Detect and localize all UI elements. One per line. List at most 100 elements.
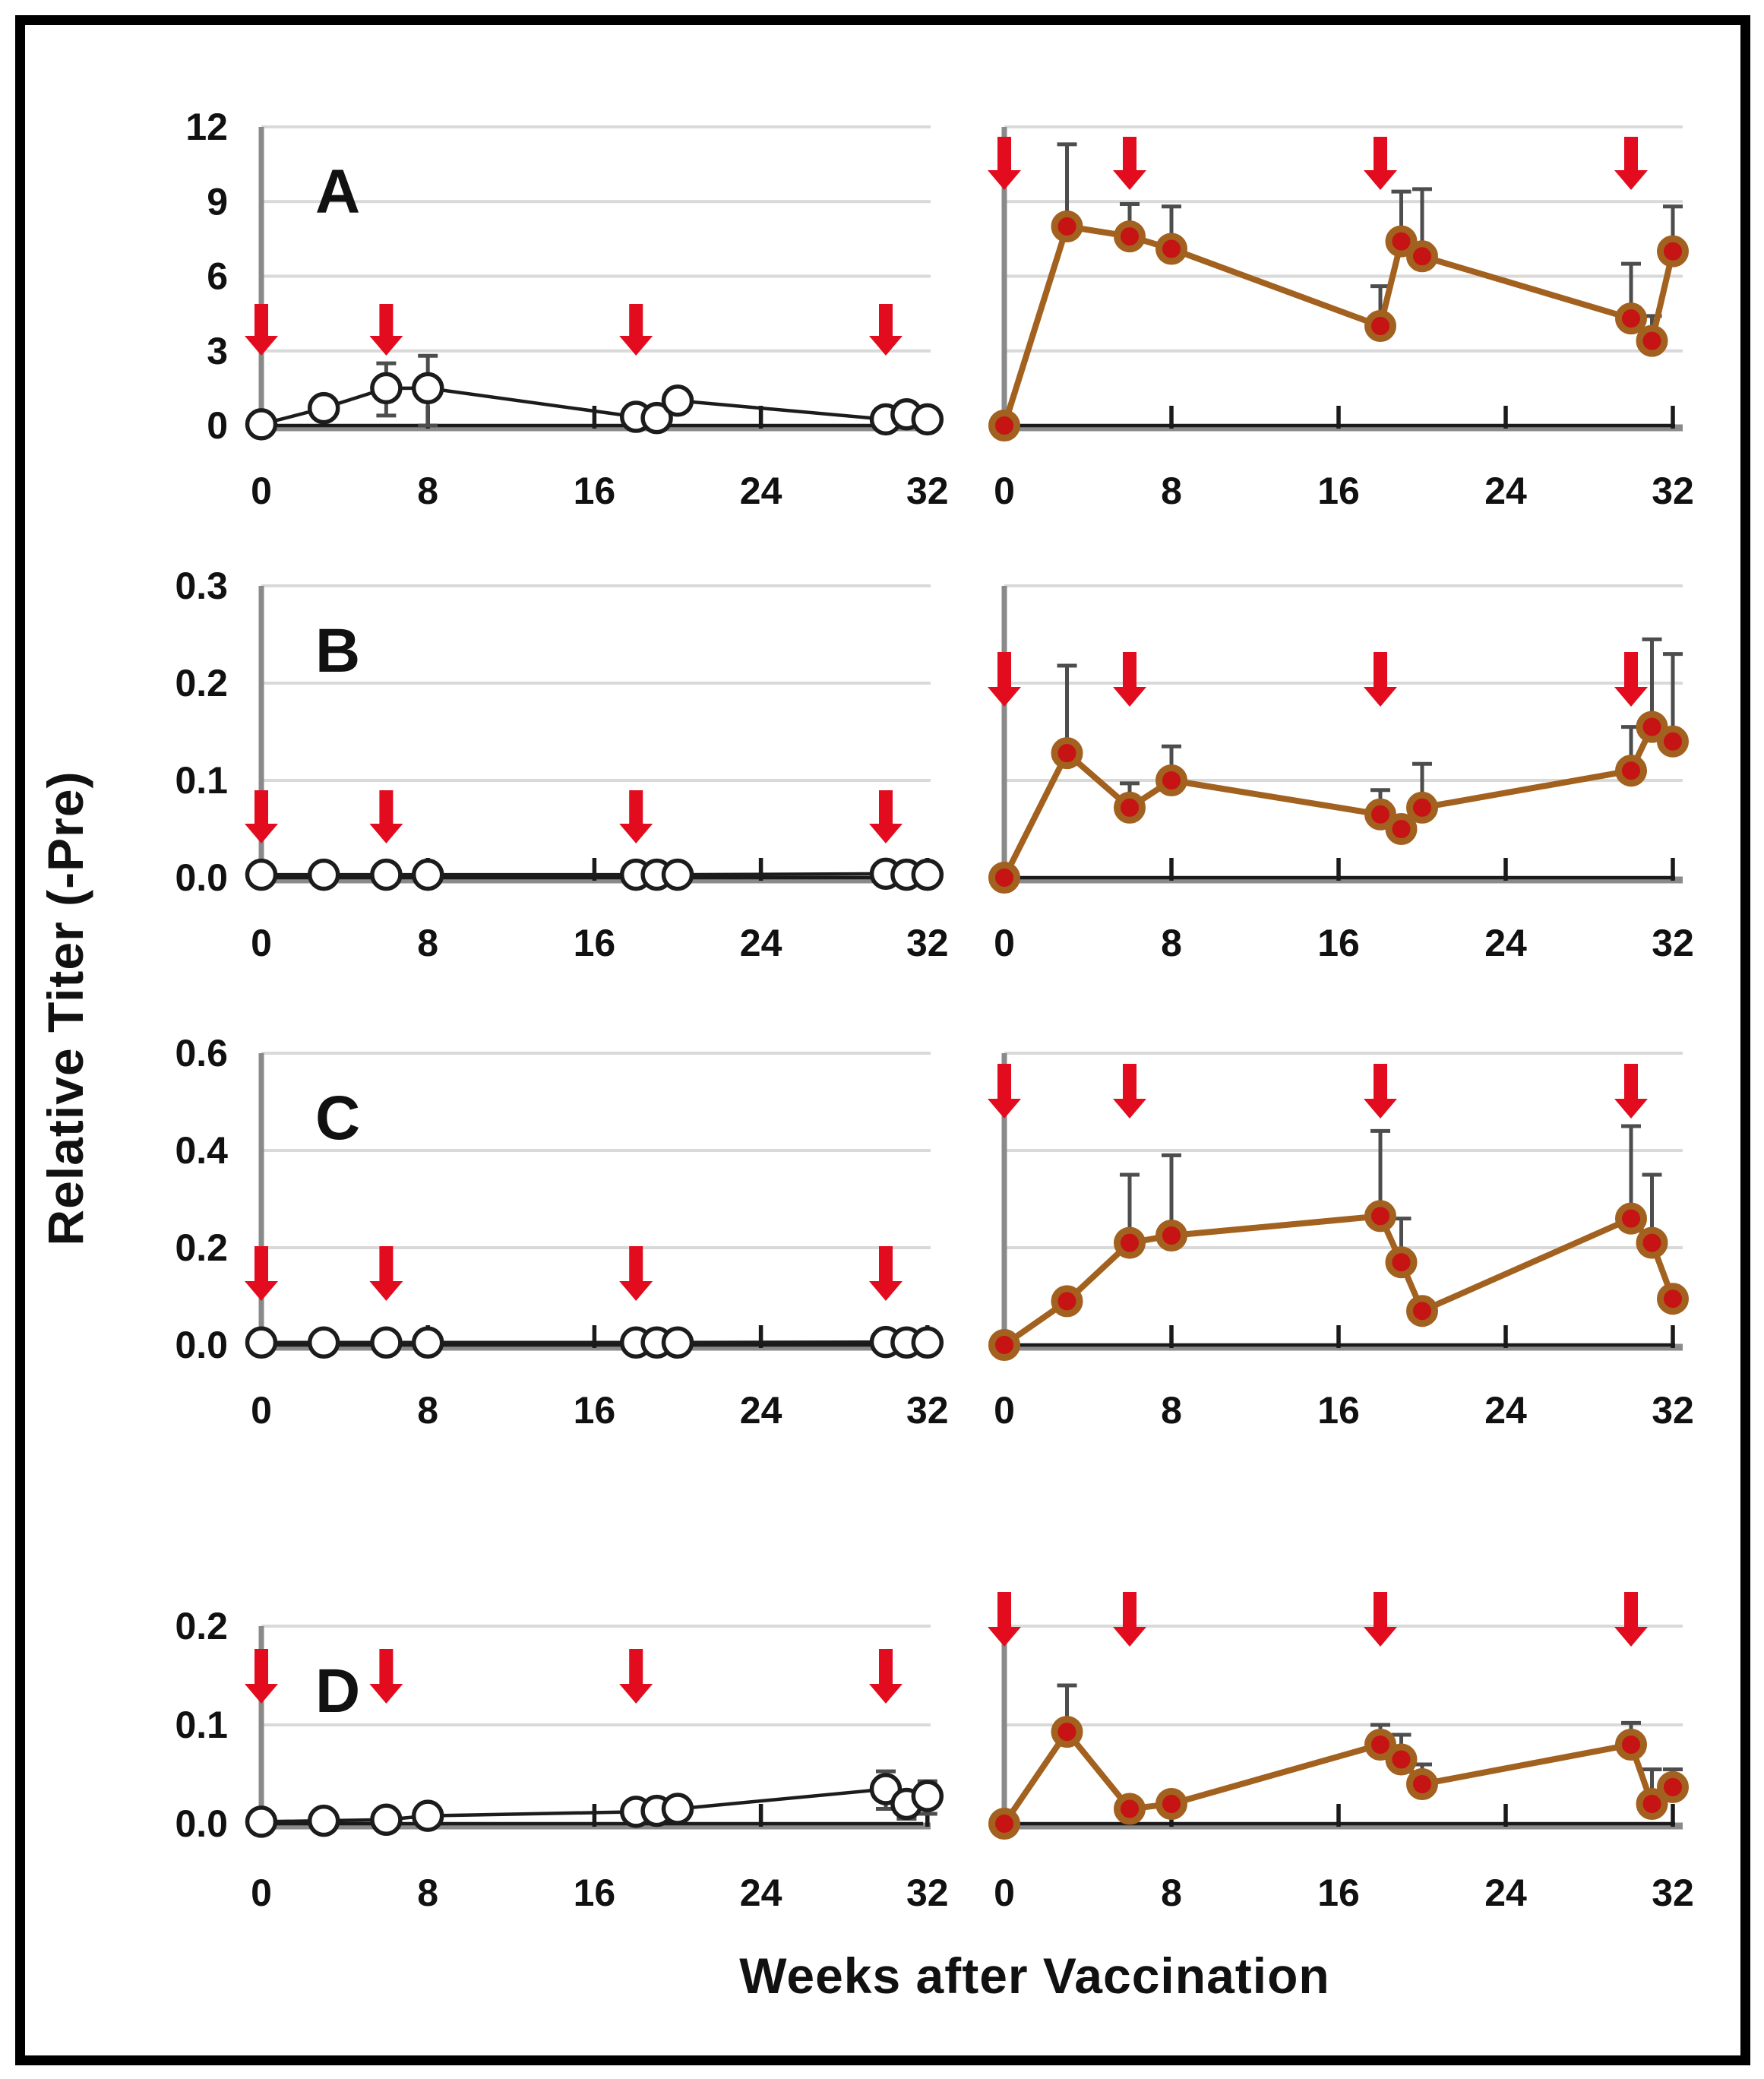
data-point-control [307, 391, 340, 425]
panel-D-right: 0 8 16 24 32 [988, 1592, 1694, 1914]
vaccination-arrow [619, 304, 653, 356]
x-axis-title: Weeks after Vaccination [739, 1948, 1330, 2004]
data-point-vaccinated [1114, 1226, 1146, 1259]
x-tick-label: 32 [906, 1872, 949, 1914]
y-tick-label: 0.6 [175, 1032, 228, 1074]
data-point-control [661, 384, 694, 417]
x-tick-label: 8 [417, 922, 438, 964]
data-point-vaccinated [1364, 310, 1396, 342]
y-tick-label: 0.3 [175, 565, 228, 607]
y-tick-label: 0.4 [175, 1129, 228, 1172]
y-tick-label: 9 [207, 180, 228, 223]
series-line-control [261, 1340, 928, 1345]
data-point-vaccinated [1615, 1729, 1647, 1761]
x-tick-label: 16 [574, 922, 616, 964]
vaccination-arrow [619, 790, 653, 843]
data-point-vaccinated [1636, 324, 1668, 357]
data-point-control [661, 858, 694, 891]
data-point-control [245, 858, 278, 891]
x-tick-label: 16 [1317, 1389, 1360, 1432]
vaccination-arrow [988, 1592, 1021, 1647]
data-point-control [245, 1326, 278, 1359]
data-point-vaccinated [1155, 1220, 1187, 1252]
data-point-vaccinated [1657, 1283, 1689, 1315]
vaccination-arrow [988, 137, 1021, 190]
vaccination-arrow [369, 1649, 403, 1704]
x-tick-label: 16 [574, 470, 616, 512]
vaccination-arrow [1614, 137, 1648, 190]
data-point-control [411, 372, 444, 405]
vaccination-arrow [1364, 137, 1397, 190]
data-point-control [370, 1326, 403, 1359]
vaccination-arrow [1113, 1064, 1146, 1119]
x-tick-label: 24 [1484, 1389, 1527, 1432]
x-tick-label: 24 [1484, 470, 1527, 512]
data-point-vaccinated [1114, 1793, 1146, 1825]
data-point-vaccinated [1406, 1768, 1438, 1800]
panel-label-b: B [315, 616, 361, 685]
vaccination-arrow [1614, 1592, 1648, 1647]
y-tick-label: 0.0 [175, 856, 228, 899]
data-point-vaccinated [1615, 302, 1647, 335]
data-point-vaccinated [988, 862, 1020, 894]
x-tick-label: 8 [1161, 470, 1182, 512]
panel-A-left: 12 9 6 3 00 8 16 24 32 [185, 106, 948, 512]
vaccination-arrow [1113, 1592, 1146, 1647]
data-point-control [370, 372, 403, 405]
x-tick-label: 16 [574, 1389, 616, 1432]
x-tick-label: 0 [251, 1389, 272, 1432]
x-tick-label: 8 [417, 1872, 438, 1914]
panel-label-d: D [315, 1657, 361, 1726]
data-point-vaccinated [1615, 755, 1647, 787]
x-tick-label: 0 [251, 922, 272, 964]
x-tick-label: 0 [994, 922, 1015, 964]
data-point-control [640, 401, 673, 435]
vaccination-arrow [1113, 137, 1146, 190]
data-point-vaccinated [1364, 798, 1396, 831]
data-point-control [661, 1793, 694, 1825]
data-point-vaccinated [1051, 737, 1083, 770]
vaccination-arrow [1364, 1064, 1397, 1119]
data-point-vaccinated [1051, 1716, 1083, 1748]
data-point-control [370, 858, 403, 891]
data-point-vaccinated [1364, 1729, 1396, 1761]
data-point-vaccinated [1636, 1226, 1668, 1259]
data-point-vaccinated [1385, 225, 1418, 258]
vaccination-arrow [1364, 652, 1397, 707]
x-tick-label: 24 [1484, 1872, 1527, 1914]
panel-B-left: 0.3 0.2 0.1 0.0 0 8 16 24 32 [175, 565, 948, 964]
x-tick-label: 8 [417, 1389, 438, 1432]
x-tick-label: 16 [574, 1872, 616, 1914]
panel-C-right: 0 8 16 24 32 [988, 1052, 1694, 1432]
vaccination-arrow [869, 1246, 903, 1301]
data-point-control [411, 1326, 444, 1359]
data-point-vaccinated [1406, 1295, 1438, 1327]
data-point-vaccinated [1155, 764, 1187, 796]
x-tick-label: 32 [906, 470, 949, 512]
y-tick-label: 0 [207, 404, 228, 447]
data-point-vaccinated [1385, 813, 1418, 845]
series-line-control [261, 872, 928, 877]
x-tick-label: 24 [740, 1872, 782, 1914]
y-tick-label: 0.1 [175, 1704, 228, 1746]
x-tick-label: 32 [906, 922, 949, 964]
data-point-vaccinated [1155, 1788, 1187, 1820]
x-tick-label: 0 [994, 1872, 1015, 1914]
y-tick-label: 6 [207, 255, 228, 298]
data-point-vaccinated [1636, 1788, 1668, 1820]
vaccination-arrow [245, 304, 278, 356]
vaccination-arrow [1614, 1064, 1648, 1119]
vaccination-arrow [869, 304, 903, 356]
data-point-control [911, 1780, 944, 1812]
data-point-vaccinated [1385, 1246, 1418, 1279]
y-tick-label: 0.2 [175, 1605, 228, 1647]
x-tick-label: 16 [1317, 922, 1360, 964]
panel-D-left: 0.2 0.1 0.0 0 8 16 24 32 [175, 1605, 948, 1914]
x-tick-label: 0 [994, 1389, 1015, 1432]
vaccination-arrow [869, 1649, 903, 1704]
data-point-vaccinated [1657, 1770, 1689, 1803]
y-tick-label: 0.0 [175, 1324, 228, 1366]
data-point-vaccinated [1406, 791, 1438, 824]
